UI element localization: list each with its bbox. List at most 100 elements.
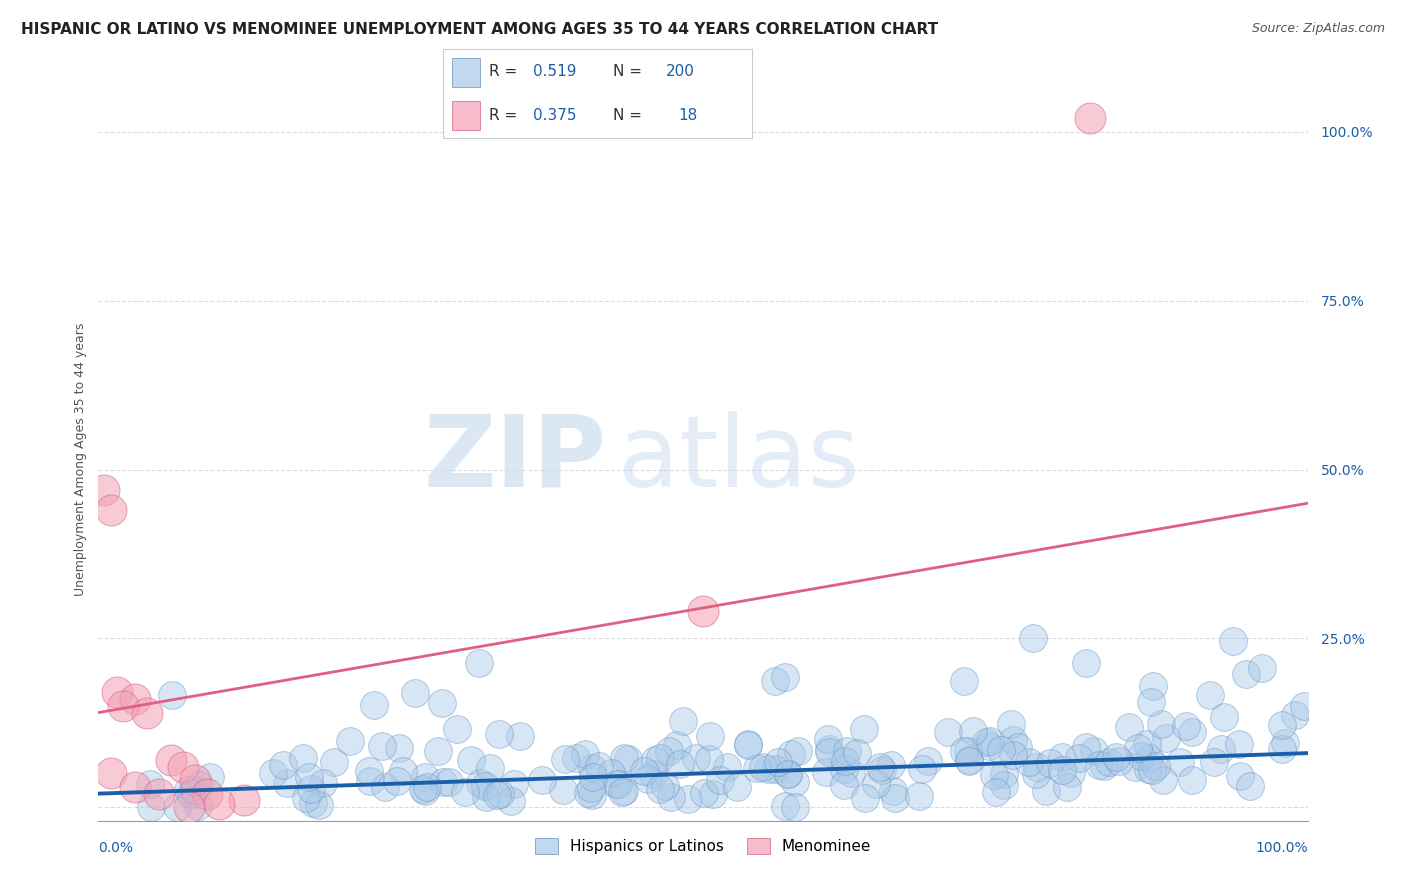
Point	[574, 747, 596, 761]
Point	[1074, 739, 1097, 754]
Point	[763, 674, 786, 689]
Point	[1123, 760, 1146, 774]
Point	[1271, 741, 1294, 756]
Bar	[453, 58, 479, 87]
Text: N =: N =	[613, 108, 647, 122]
Legend: Hispanics or Latinos, Menominee: Hispanics or Latinos, Menominee	[529, 831, 877, 860]
Point	[1136, 762, 1159, 776]
Point	[1108, 754, 1130, 768]
Point	[339, 734, 361, 748]
Point	[637, 772, 659, 786]
Point	[699, 729, 721, 743]
Point	[160, 753, 183, 767]
Point	[1118, 720, 1140, 734]
Point	[817, 731, 839, 746]
Text: 0.0%: 0.0%	[98, 841, 134, 855]
Point	[292, 751, 315, 765]
Text: 18: 18	[678, 108, 697, 122]
Point	[1001, 747, 1024, 762]
Point	[1181, 772, 1204, 787]
Point	[832, 778, 855, 792]
Point	[374, 780, 396, 794]
Point	[1181, 724, 1204, 739]
Point	[1050, 750, 1073, 764]
Point	[957, 753, 980, 767]
Point	[184, 773, 207, 788]
Point	[633, 764, 655, 779]
Point	[676, 792, 699, 806]
Point	[756, 762, 779, 776]
Point	[1002, 733, 1025, 747]
Point	[1018, 755, 1040, 769]
Point	[613, 784, 636, 798]
Bar	[453, 101, 479, 130]
Point	[865, 777, 887, 791]
Point	[302, 797, 325, 811]
Point	[818, 742, 841, 756]
Point	[208, 797, 231, 811]
Point	[359, 764, 381, 778]
Point	[437, 774, 460, 789]
Point	[685, 750, 707, 764]
Point	[776, 767, 799, 781]
Point	[1213, 710, 1236, 724]
Point	[977, 739, 1000, 753]
Point	[882, 784, 904, 798]
Point	[446, 722, 468, 736]
Point	[503, 777, 526, 791]
Point	[1074, 657, 1097, 671]
Point	[650, 750, 672, 764]
Point	[610, 785, 633, 799]
Point	[179, 800, 201, 814]
Point	[322, 755, 344, 769]
Point	[1234, 666, 1257, 681]
Point	[530, 773, 553, 788]
Point	[105, 685, 128, 699]
Point	[262, 766, 284, 780]
Point	[363, 698, 385, 713]
Point	[427, 744, 450, 758]
Point	[1092, 759, 1115, 773]
Point	[936, 725, 959, 739]
Point	[581, 761, 603, 775]
Point	[990, 743, 1012, 757]
Point	[613, 750, 636, 764]
Point	[1038, 756, 1060, 770]
Y-axis label: Unemployment Among Ages 35 to 44 years: Unemployment Among Ages 35 to 44 years	[75, 323, 87, 596]
Point	[388, 741, 411, 756]
Point	[818, 746, 841, 760]
Point	[1140, 763, 1163, 777]
Point	[1060, 766, 1083, 780]
Point	[884, 791, 907, 805]
Point	[187, 778, 209, 792]
Point	[1025, 766, 1047, 780]
Point	[1056, 780, 1078, 794]
Point	[551, 782, 574, 797]
Text: 0.375: 0.375	[533, 108, 576, 122]
Point	[993, 767, 1015, 781]
Point	[834, 754, 856, 768]
Point	[617, 751, 640, 765]
Point	[747, 761, 769, 775]
Point	[641, 766, 664, 780]
Point	[1284, 707, 1306, 722]
Point	[650, 782, 672, 797]
Point	[669, 757, 692, 772]
Point	[195, 787, 218, 801]
Point	[148, 787, 170, 801]
Point	[952, 743, 974, 757]
Point	[413, 783, 436, 797]
Point	[200, 770, 222, 784]
Point	[779, 747, 801, 761]
Point	[1000, 717, 1022, 731]
Point	[488, 727, 510, 741]
Point	[1227, 737, 1250, 751]
Point	[783, 800, 806, 814]
Point	[1007, 740, 1029, 755]
Point	[172, 759, 194, 773]
Point	[599, 765, 621, 780]
Point	[957, 755, 980, 769]
Point	[880, 758, 903, 772]
Text: HISPANIC OR LATINO VS MENOMINEE UNEMPLOYMENT AMONG AGES 35 TO 44 YEARS CORRELATI: HISPANIC OR LATINO VS MENOMINEE UNEMPLOY…	[21, 22, 938, 37]
Point	[385, 774, 408, 789]
